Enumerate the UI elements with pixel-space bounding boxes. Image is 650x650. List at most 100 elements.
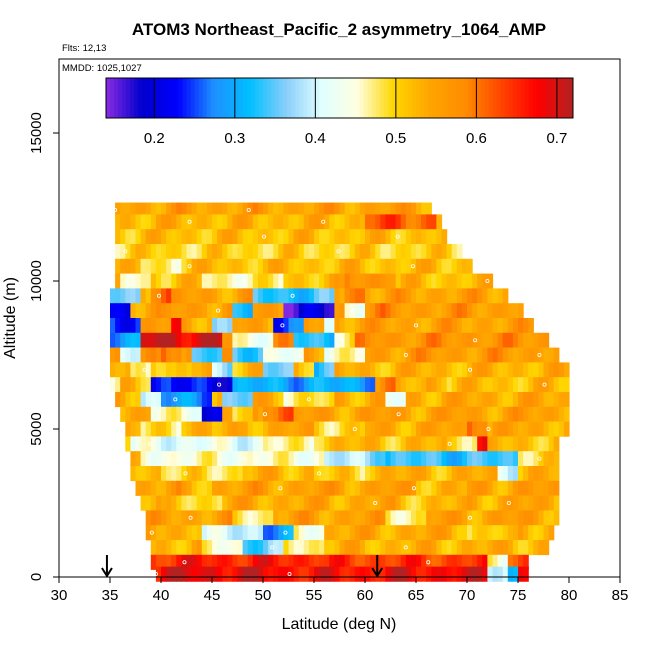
heatmap-cell [319, 540, 325, 556]
heatmap-cell [319, 377, 325, 393]
heatmap-cell [242, 436, 249, 452]
heatmap-cell [507, 362, 514, 378]
heatmap-cell [150, 451, 157, 467]
heatmap-cell [395, 273, 402, 289]
heatmap-cell [237, 244, 244, 260]
heatmap-cell [390, 406, 397, 422]
x-tick-label: 30 [51, 587, 68, 604]
heatmap-cell [405, 332, 412, 348]
heatmap-cell [181, 540, 188, 556]
heatmap-cell [324, 540, 330, 556]
heatmap-cell [232, 466, 239, 482]
heatmap-cell [268, 258, 274, 274]
heatmap-cell [293, 288, 300, 304]
sample-marker [280, 323, 285, 328]
heatmap-cell [161, 244, 167, 260]
heatmap-cell [273, 540, 279, 556]
heatmap-cell [196, 451, 203, 467]
heatmap-cell [451, 303, 458, 319]
heatmap-cell [293, 554, 300, 570]
heatmap-cell [252, 525, 259, 541]
heatmap-cell [288, 495, 295, 511]
heatmap-cell [186, 392, 193, 408]
heatmap-cell [354, 202, 361, 218]
heatmap-cell [181, 362, 188, 378]
heatmap-cell [395, 436, 402, 452]
heatmap-cell [115, 244, 121, 260]
heatmap-cell [319, 406, 325, 422]
sample-marker [352, 426, 357, 431]
heatmap-cell [390, 554, 397, 570]
heatmap-cell [421, 540, 427, 556]
heatmap-cell [237, 480, 244, 496]
heatmap-cell [329, 362, 335, 378]
heatmap-cell [135, 273, 142, 289]
heatmap-cell [436, 273, 443, 289]
heatmap-cell [196, 377, 203, 393]
heatmap-cell [155, 258, 162, 274]
heatmap-cell [461, 566, 468, 582]
heatmap-cell [242, 288, 249, 304]
heatmap-cell [161, 540, 167, 556]
heatmap-cell [441, 540, 448, 556]
heatmap-cell [206, 392, 213, 408]
heatmap-cell [451, 566, 458, 582]
heatmap-cell [268, 554, 274, 570]
heatmap-cell [140, 392, 147, 408]
heatmap-cell [426, 554, 432, 570]
heatmap-cell [528, 510, 534, 526]
heatmap-cell [441, 406, 448, 422]
heatmap-cell [558, 377, 565, 393]
heatmap-cell [467, 258, 473, 274]
colorbar-swatch [407, 78, 413, 118]
heatmap-cell [553, 392, 560, 408]
heatmap-cell [461, 332, 468, 348]
heatmap-cell [222, 332, 228, 348]
heatmap-cell [558, 406, 565, 422]
heatmap-cell [431, 332, 437, 348]
heatmap-cell [298, 377, 305, 393]
heatmap-cell [257, 510, 264, 526]
heatmap-cell [441, 421, 448, 437]
heatmap-cell [217, 332, 223, 348]
heatmap-cell [166, 214, 172, 230]
heatmap-cell [155, 421, 162, 437]
colorbar-swatch [283, 78, 288, 118]
heatmap-cell [390, 377, 397, 393]
heatmap-cell [467, 421, 473, 437]
heatmap-cell [472, 525, 478, 541]
heatmap-cell [487, 347, 494, 363]
heatmap-cell [543, 332, 550, 348]
heatmap-cell [339, 362, 346, 378]
heatmap-cell [288, 318, 295, 334]
heatmap-cell [354, 244, 361, 260]
heatmap-cell [472, 421, 478, 437]
heatmap-cell [523, 436, 529, 452]
heatmap-cell [171, 303, 177, 319]
heatmap-cell [400, 258, 407, 274]
heatmap-cell [237, 332, 244, 348]
heatmap-cell [191, 244, 198, 260]
heatmap-cell [416, 258, 422, 274]
heatmap-cell [472, 332, 478, 348]
heatmap-cell [502, 525, 509, 541]
heatmap-cell [145, 406, 152, 422]
heatmap-cell [436, 451, 443, 467]
heatmap-cell [130, 214, 137, 230]
heatmap-cell [410, 566, 417, 582]
heatmap-cell [283, 377, 290, 393]
heatmap-cell [293, 566, 300, 582]
heatmap-cell [528, 332, 534, 348]
heatmap-cell [502, 362, 509, 378]
heatmap-cell [252, 362, 259, 378]
heatmap-cell [212, 258, 218, 274]
heatmap-cell [334, 214, 341, 230]
heatmap-cell [334, 347, 341, 363]
heatmap-cell [115, 258, 121, 274]
heatmap-cell [283, 362, 290, 378]
heatmap-cell [273, 510, 279, 526]
heatmap-cell [140, 495, 147, 511]
heatmap-cell [416, 480, 422, 496]
heatmap-cell [176, 392, 182, 408]
heatmap-cell [334, 229, 341, 245]
